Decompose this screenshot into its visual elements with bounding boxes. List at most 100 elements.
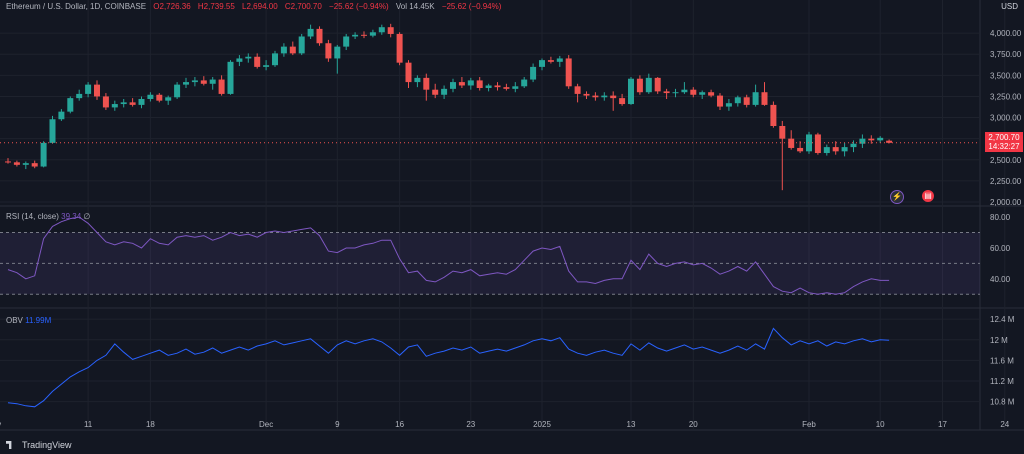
rsi-label: RSI (14, close) (6, 212, 59, 221)
candle-body (601, 95, 608, 98)
x-tick-label: 2025 (533, 420, 551, 429)
obv-value: 11.99M (25, 316, 52, 325)
candle-body (405, 62, 412, 83)
candle-body (592, 95, 599, 98)
candle-body (663, 91, 670, 94)
candle-body (396, 33, 403, 63)
tradingview-logo[interactable]: TradingView (6, 440, 72, 450)
candle-body (183, 82, 189, 85)
candle-body (272, 53, 278, 66)
candle-body (654, 77, 661, 92)
symbol-title[interactable]: Ethereum / U.S. Dollar, 1D, COINBASE (6, 2, 147, 11)
x-tick-label: 16 (395, 420, 404, 429)
price-tick-label: 3,500.00 (990, 71, 1022, 80)
volume-label: Vol 14.45K (395, 2, 435, 11)
candle-body (129, 102, 136, 105)
rsi-tick-label: 80.00 (990, 213, 1011, 222)
candle-body (539, 60, 545, 67)
candle-body (76, 93, 83, 99)
candle-body (565, 58, 572, 87)
candle-body (334, 46, 341, 59)
candle-body (156, 94, 163, 101)
candle-body (574, 86, 581, 94)
candle-body (485, 85, 492, 88)
symbol-header: Ethereum / U.S. Dollar, 1D, COINBASE O2,… (6, 2, 506, 11)
candle-body (414, 77, 421, 83)
rsi-tick-label: 60.00 (990, 244, 1011, 253)
obv-legend[interactable]: OBV 11.99M (6, 316, 51, 325)
obv-tick-label: 12.4 M (990, 315, 1015, 324)
candle-body (717, 95, 723, 107)
candle-body (610, 95, 617, 99)
candle-body (138, 98, 145, 105)
candle-body (512, 86, 519, 89)
candle-body (458, 82, 465, 86)
candle-body (645, 77, 652, 93)
candle-body (503, 87, 510, 89)
flag-icon[interactable]: ▤ (922, 190, 934, 202)
candle-body (343, 36, 350, 47)
candle-body (218, 79, 225, 94)
candle-body (209, 79, 216, 84)
candle-body (22, 163, 29, 165)
candle-body (494, 85, 501, 88)
candle-body (859, 138, 866, 144)
price-tick-label: 3,250.00 (990, 92, 1022, 101)
ohlc-change: −25.62 (−0.94%) (329, 2, 389, 11)
candle-body (672, 92, 679, 94)
price-tick-label: 3,000.00 (990, 114, 1022, 123)
rsi-legend[interactable]: RSI (14, close) 39.34 ∅ (6, 212, 90, 221)
candle-body (708, 92, 715, 96)
candle-body (13, 162, 20, 165)
x-tick-label: 9 (335, 420, 340, 429)
candle-body (823, 147, 830, 154)
obv-label: OBV (6, 316, 23, 325)
candle-body (806, 134, 812, 152)
candle-body (254, 56, 261, 67)
candle-body (236, 58, 243, 62)
price-tick-label: 4,000.00 (990, 29, 1022, 38)
candle-body (307, 28, 314, 37)
candle-body (85, 84, 92, 94)
candle-body (369, 32, 376, 36)
candle-body (583, 93, 590, 96)
candle-body (387, 27, 394, 34)
rsi-tick-label: 40.00 (990, 275, 1011, 284)
candle-body (378, 27, 385, 33)
candle-body (725, 103, 732, 107)
last-price: 2,700.70 (988, 133, 1020, 142)
rsi-value: 39.34 (61, 212, 82, 221)
candle-body (547, 60, 554, 62)
price-tick-label: 2,500.00 (990, 156, 1022, 165)
rsi-extra: ∅ (83, 212, 91, 221)
candle-body (556, 58, 563, 62)
candle-body (841, 147, 848, 152)
obv-tick-label: 11.2 M (990, 377, 1014, 386)
candle-body (280, 46, 287, 54)
candle-body (361, 34, 367, 36)
candle-body (788, 138, 795, 148)
x-tick-label: 18 (146, 420, 155, 429)
candle-body (467, 80, 474, 86)
candle-body (530, 66, 537, 80)
candle-body (165, 97, 172, 101)
lightning-icon[interactable]: ⚡ (890, 190, 904, 204)
candle-body (111, 104, 118, 108)
candle-body (450, 82, 456, 89)
x-tick-label: 20 (689, 420, 698, 429)
candle-body (628, 78, 634, 105)
candle-body (191, 80, 198, 83)
candle-body (743, 97, 750, 105)
candle-body (690, 89, 697, 95)
ohlc-high: H2,739.55 (197, 2, 235, 11)
x-tick-label: 13 (627, 420, 636, 429)
candle-body (521, 79, 528, 87)
rsi-series-line (7, 216, 890, 295)
x-tick-label: Feb (802, 420, 816, 429)
candle-body (49, 119, 56, 143)
currency-label[interactable]: USD (1001, 2, 1018, 11)
candle-body (325, 43, 332, 59)
ohlc-open: O2,726.36 (153, 2, 191, 11)
